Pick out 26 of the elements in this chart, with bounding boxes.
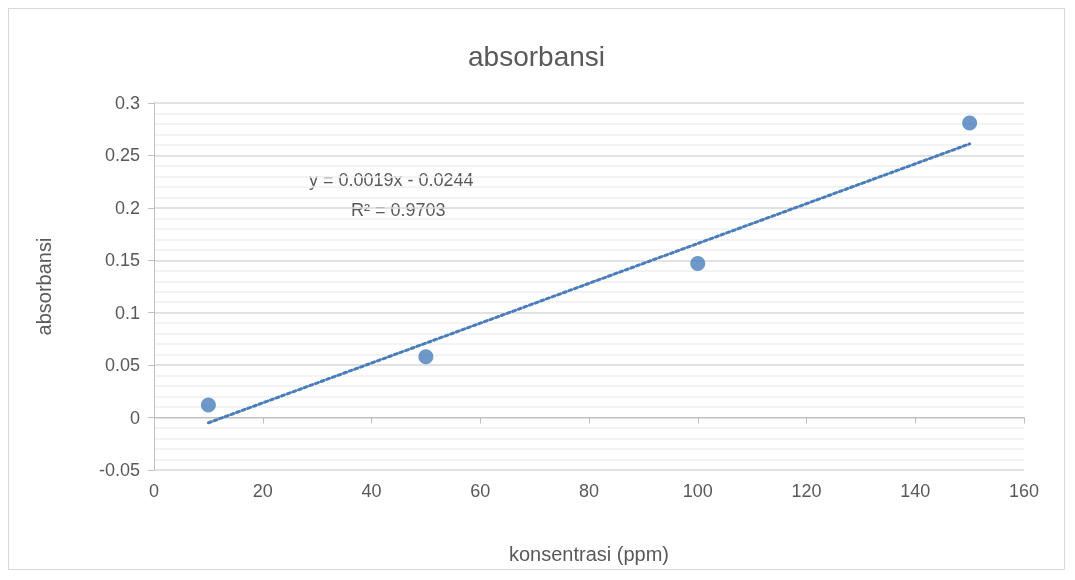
- point: [418, 349, 434, 365]
- y-tick-label: 0.05: [104, 355, 140, 376]
- x-tick-label: 60: [470, 481, 491, 501]
- x-tick-label: 80: [578, 481, 600, 501]
- x-tick-label: 20: [252, 481, 273, 501]
- point: [200, 397, 216, 413]
- annotation: R² = 0.9703: [351, 200, 446, 220]
- x-tick-label: 140: [900, 481, 931, 501]
- x-tick-label: 40: [361, 481, 382, 501]
- point: [962, 115, 978, 131]
- y-tick-label: 0.1: [114, 302, 140, 323]
- x-tick-label: 0: [148, 481, 160, 501]
- y-tick-label: 0.25: [104, 145, 140, 166]
- y-tick-label: 0.3: [114, 93, 140, 113]
- chart-title: absorbansi: [468, 40, 605, 72]
- x-tick-label: 100: [682, 481, 713, 501]
- x-tick-label: 160: [1008, 481, 1040, 501]
- point: [690, 255, 706, 271]
- y-axis-title: absorbansi: [33, 237, 55, 336]
- x-tick-label: 120: [791, 481, 822, 501]
- y-tick-label: -0.05: [98, 460, 140, 480]
- y-tick-label: 0: [129, 407, 140, 428]
- y-tick-label: 0.15: [104, 250, 140, 271]
- x-axis-title: konsentrasi (ppm): [508, 543, 670, 565]
- y-tick-label: 0.2: [114, 197, 140, 218]
- annotation: y = 0.0019x - 0.0244: [309, 170, 474, 190]
